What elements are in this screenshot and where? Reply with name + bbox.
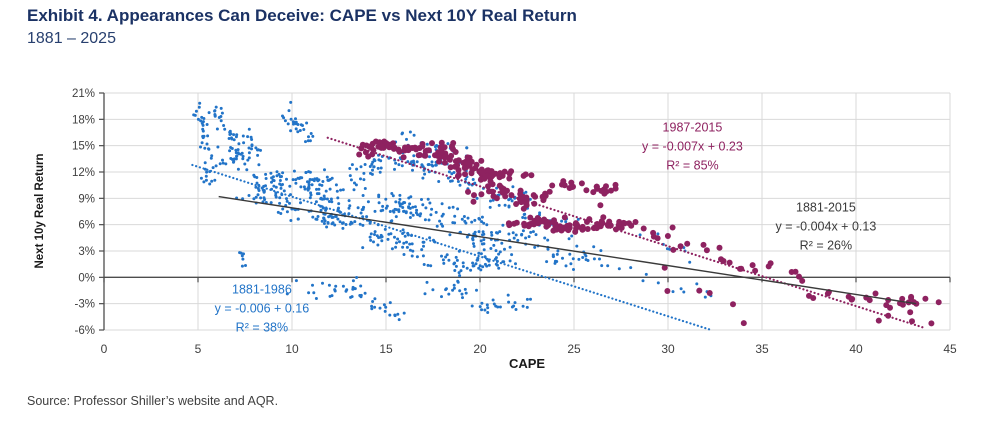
trend-line-1881-1986 [191, 163, 713, 332]
annotation-series-label: 1987-2015 [662, 120, 723, 135]
annotation-series-label: 1881-1986 [232, 282, 292, 297]
y-tick-label: 21% [72, 88, 95, 100]
trend-line-1881-2015 [218, 195, 917, 305]
x-tick-label: 25 [567, 342, 581, 356]
x-tick-label: 45 [943, 342, 957, 356]
y-tick-label: 12% [72, 167, 95, 179]
annotation-series-label: 1881-2015 [796, 200, 856, 215]
x-tick-label: 20 [473, 342, 487, 356]
x-tick-label: 40 [849, 342, 863, 356]
page-subtitle: 1881 – 2025 [27, 30, 116, 47]
x-tick-label: 15 [379, 342, 393, 356]
x-tick-label: 5 [195, 342, 202, 356]
annotation-1881-2015: 1881-2015 y = -0.004x + 0.13 R² = 26% [776, 199, 877, 256]
gridlines [104, 92, 951, 331]
annotation-1881-1986: 1881-1986 y = -0.006 + 0.16 R² = 38% [215, 280, 310, 337]
annotation-equation: y = -0.006 + 0.16 [214, 301, 310, 316]
x-tick-label: 10 [285, 342, 299, 356]
annotation-r-squared: R² = 38% [235, 320, 289, 335]
y-tick-label: 6% [78, 220, 95, 232]
annotation-r-squared: R² = 85% [666, 158, 719, 173]
annotation-equation: y = -0.004x + 0.13 [775, 219, 877, 234]
y-tick-label: 3% [78, 246, 95, 258]
y-tick-label: 18% [72, 114, 95, 126]
annotation-equation: y = -0.007x + 0.23 [642, 139, 743, 154]
source-note: Source: Professor Shiller’s website and … [27, 394, 279, 408]
series-1987-2015 [356, 138, 942, 327]
y-tick-label: -3% [75, 299, 95, 311]
trend-line-1987-2015 [326, 136, 927, 330]
y-tick-label: -6% [75, 325, 95, 337]
x-axis-title: CAPE [508, 356, 546, 371]
y-tick-label: 0% [78, 272, 95, 284]
x-tick-label: 0 [101, 342, 108, 356]
x-tick-label: 30 [661, 342, 675, 356]
annotation-1987-2015: 1987-2015 y = -0.007x + 0.23 R² = 85% [642, 119, 743, 176]
y-axis-title: Next 10y Real Return [34, 153, 46, 269]
x-tick-label: 35 [755, 342, 769, 356]
y-tick-label: 9% [78, 193, 95, 205]
y-tick-label: 15% [72, 141, 95, 153]
annotation-r-squared: R² = 26% [799, 238, 853, 253]
page-title: Exhibit 4. Appearances Can Deceive: CAPE… [27, 6, 577, 25]
